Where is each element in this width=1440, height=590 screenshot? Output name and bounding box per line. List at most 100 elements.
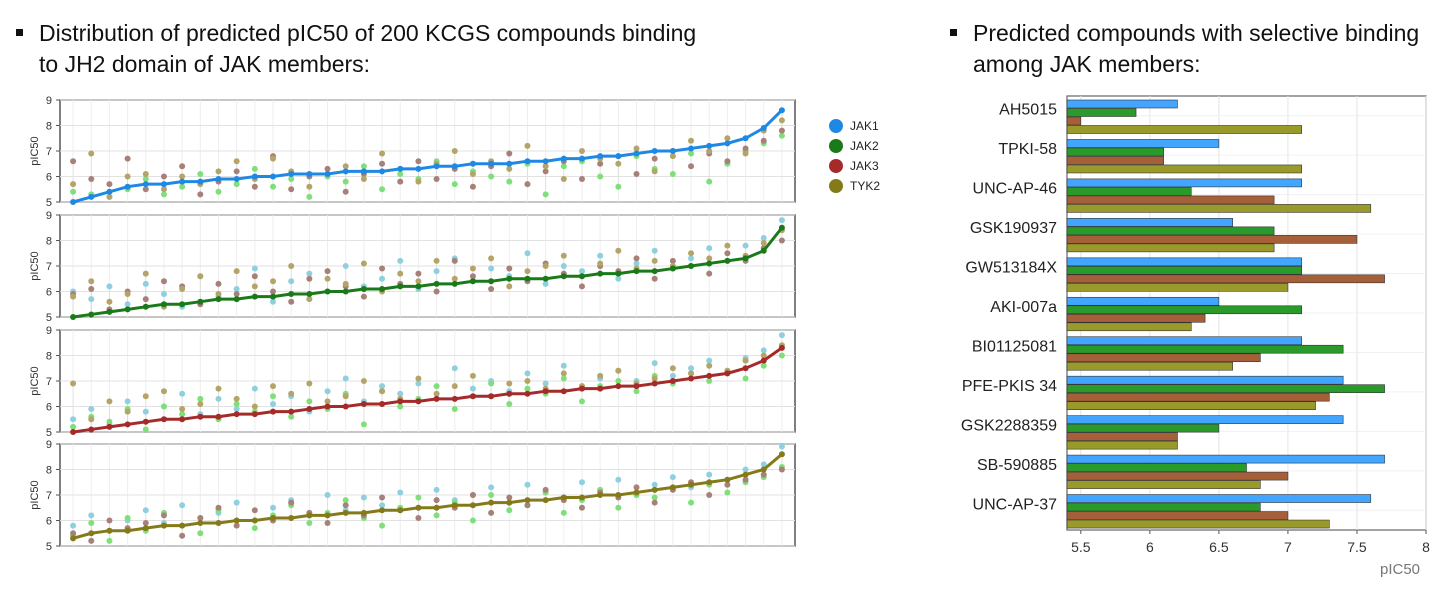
- point-jak1: [88, 296, 95, 303]
- point-jak2: [778, 352, 785, 359]
- point-jak3: [742, 365, 749, 372]
- point-jak1: [179, 502, 186, 509]
- bar-jak2: [1066, 423, 1220, 433]
- point-jak3: [379, 400, 386, 407]
- point-jak3: [233, 291, 240, 298]
- point-tyk2: [197, 400, 204, 407]
- point-jak1: [706, 245, 713, 252]
- point-tyk2: [88, 150, 95, 157]
- point-jak1: [324, 492, 331, 498]
- point-jak1: [578, 155, 585, 162]
- point-jak2: [506, 400, 513, 407]
- point-tyk2: [70, 181, 77, 188]
- point-jak2: [742, 375, 749, 382]
- point-jak2: [778, 224, 785, 231]
- point-tyk2: [506, 165, 513, 172]
- point-jak2: [197, 170, 204, 177]
- point-tyk2: [342, 280, 349, 287]
- point-jak3: [778, 466, 785, 473]
- point-tyk2: [306, 512, 313, 519]
- point-jak1: [360, 168, 367, 175]
- point-tyk2: [433, 257, 440, 264]
- y-tick-label: 5: [46, 197, 52, 209]
- point-jak1: [142, 507, 149, 514]
- bar-jak2: [1066, 108, 1137, 117]
- x-tick-label: 7.5: [1347, 539, 1367, 555]
- point-tyk2: [379, 150, 386, 157]
- point-jak1: [524, 158, 531, 165]
- point-tyk2: [179, 173, 186, 180]
- point-jak2: [251, 165, 258, 172]
- y-tick-label: 6: [46, 402, 52, 414]
- point-jak2: [233, 400, 240, 407]
- point-jak3: [706, 270, 713, 277]
- y-axis-label: pIC50: [29, 251, 41, 280]
- bar-jak1: [1066, 336, 1303, 346]
- point-tyk2: [142, 170, 149, 177]
- category-label: UNC-AP-37: [973, 496, 1058, 513]
- point-tyk2: [651, 486, 658, 493]
- point-jak2: [124, 306, 131, 313]
- point-jak1: [760, 461, 767, 468]
- point-jak3: [469, 183, 476, 190]
- point-jak3: [706, 372, 713, 379]
- point-jak2: [524, 275, 531, 282]
- point-jak3: [524, 502, 531, 509]
- point-jak2: [760, 247, 767, 254]
- point-jak2: [306, 193, 313, 200]
- bar-tyk2: [1066, 519, 1330, 529]
- point-jak3: [251, 411, 258, 418]
- point-tyk2: [524, 497, 531, 504]
- point-jak3: [433, 395, 440, 402]
- point-tyk2: [451, 148, 458, 154]
- point-tyk2: [142, 270, 149, 277]
- bar-jak3: [1066, 156, 1164, 165]
- point-tyk2: [651, 168, 658, 175]
- point-jak3: [469, 273, 476, 280]
- point-jak2: [706, 378, 713, 384]
- point-jak3: [142, 186, 149, 193]
- point-jak3: [633, 255, 640, 262]
- point-jak1: [124, 398, 131, 405]
- point-jak3: [70, 429, 77, 435]
- point-jak3: [433, 176, 440, 183]
- bar-tyk2: [1066, 164, 1303, 174]
- point-tyk2: [160, 388, 167, 395]
- bar-jak1: [1066, 139, 1220, 148]
- point-jak3: [488, 285, 495, 292]
- point-jak2: [288, 413, 295, 420]
- point-jak1: [597, 252, 604, 259]
- point-jak3: [415, 270, 422, 277]
- point-jak3: [651, 380, 658, 387]
- bar-jak1: [1066, 494, 1372, 503]
- category-label: GW513184X: [965, 260, 1057, 277]
- point-jak3: [160, 416, 167, 423]
- point-jak2: [597, 270, 604, 277]
- point-jak1: [324, 388, 331, 395]
- bar-jak3: [1066, 235, 1358, 244]
- point-jak2: [615, 504, 622, 511]
- point-jak2: [160, 403, 167, 410]
- point-jak3: [197, 191, 204, 198]
- point-jak3: [324, 520, 331, 527]
- point-tyk2: [615, 247, 622, 254]
- point-jak1: [651, 481, 658, 488]
- point-jak2: [197, 395, 204, 402]
- point-jak1: [251, 385, 258, 392]
- x-tick-label: 5.5: [1071, 539, 1091, 555]
- point-tyk2: [615, 367, 622, 374]
- y-tick-label: 6: [46, 516, 52, 528]
- point-tyk2: [360, 260, 367, 267]
- point-tyk2: [88, 530, 95, 537]
- category-label: GSK190937: [970, 220, 1057, 237]
- point-tyk2: [397, 507, 404, 514]
- point-tyk2: [160, 186, 167, 193]
- point-tyk2: [215, 291, 222, 298]
- point-jak1: [688, 365, 695, 372]
- point-tyk2: [197, 273, 204, 280]
- point-tyk2: [88, 278, 95, 285]
- point-jak3: [106, 423, 113, 430]
- category-label: UNC-AP-46: [973, 181, 1058, 198]
- point-jak1: [215, 395, 222, 402]
